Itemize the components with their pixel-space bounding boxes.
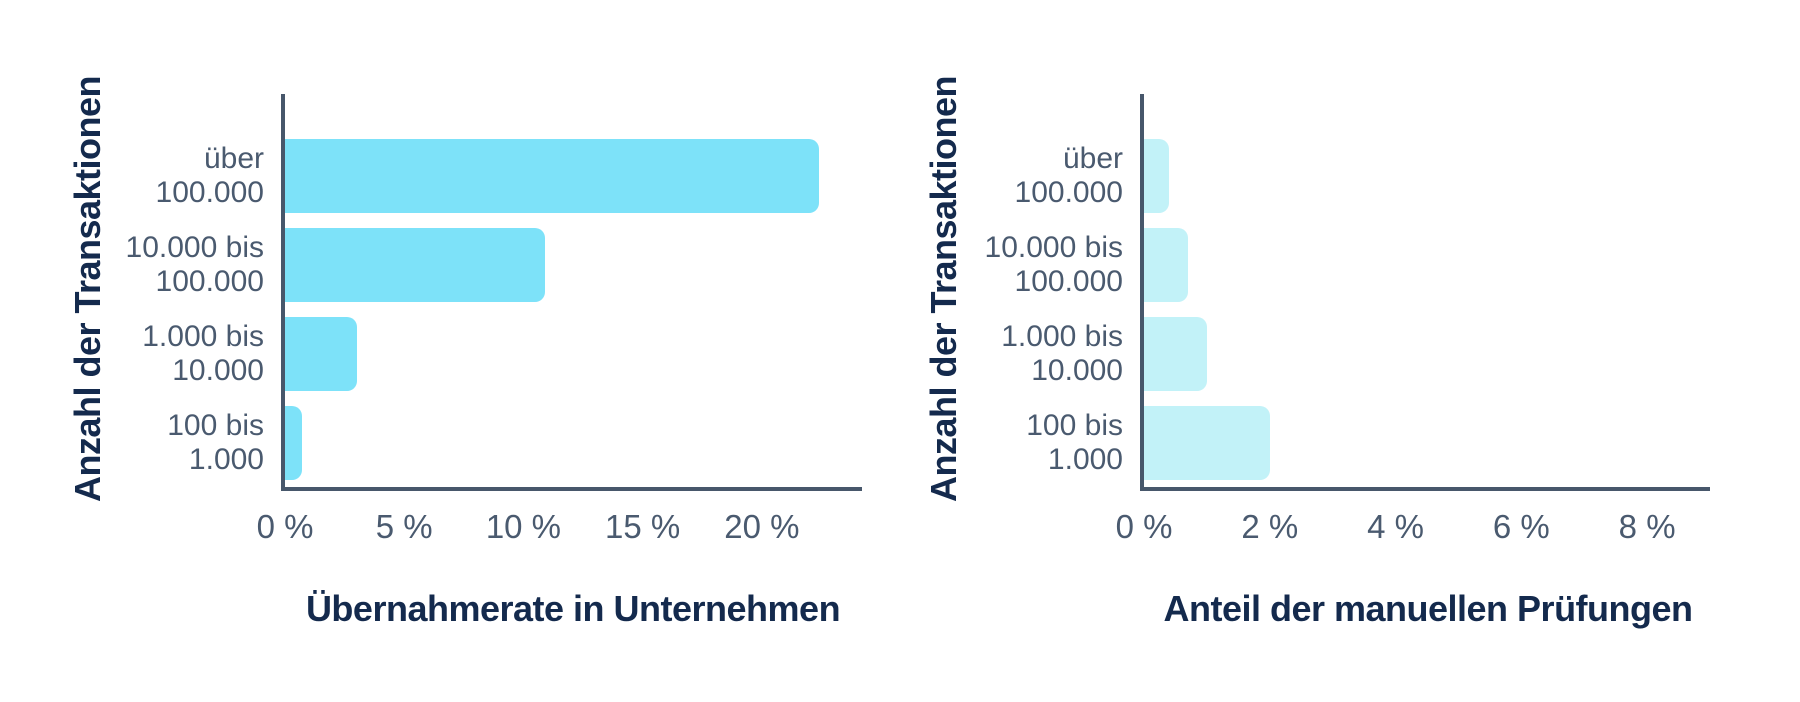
x-axis-title: Anteil der manuellen Prüfungen <box>1163 588 1693 629</box>
category-label-line: 100.000 <box>1014 176 1123 209</box>
category-label-line: 1.000 <box>188 443 264 476</box>
bar-100-bis-1-000 <box>1144 406 1270 480</box>
category-label-line: 10.000 <box>172 354 264 387</box>
x-tick-label: 15 % <box>605 508 681 545</box>
x-tick-label: 4 % <box>1367 508 1424 545</box>
bar--ber-100-000 <box>285 139 820 213</box>
category-label: 1.000 bis 10.000 <box>823 320 1123 388</box>
category-label: 100 bis 1.000 <box>0 409 264 477</box>
bar-1-000-bis-10-000 <box>285 317 357 391</box>
x-tick-label: 5 % <box>375 508 433 545</box>
x-axis-line <box>281 487 862 491</box>
category-label: 10.000 bis 100.000 <box>823 231 1123 299</box>
category-label-line: über <box>1062 142 1123 175</box>
category-label-line: 1.000 <box>1047 443 1123 476</box>
category-label-line: 100 bis <box>167 409 264 442</box>
bar-10-000-bis-100-000 <box>285 228 545 302</box>
x-tick-label: 20 % <box>724 508 800 545</box>
category-label-line: 100.000 <box>155 265 264 298</box>
category-label: über 100.000 <box>823 142 1123 210</box>
category-label-line: 10.000 bis <box>984 231 1123 264</box>
category-label-line: 10.000 bis <box>125 231 264 264</box>
category-label: 100 bis 1.000 <box>823 409 1123 477</box>
x-tick-label: 6 % <box>1492 508 1550 545</box>
y-axis-line <box>281 94 285 491</box>
x-axis-line <box>1140 487 1710 491</box>
category-label-line: 100.000 <box>1014 265 1123 298</box>
x-tick-label: 2 % <box>1241 508 1299 545</box>
bar--ber-100-000 <box>1144 139 1170 213</box>
category-label-line: 100.000 <box>155 176 264 209</box>
category-label: über 100.000 <box>0 142 264 210</box>
category-label-line: 1.000 bis <box>1001 320 1123 353</box>
category-label: 10.000 bis 100.000 <box>0 231 264 299</box>
bar-1-000-bis-10-000 <box>1144 317 1207 391</box>
category-label-line: 1.000 bis <box>142 320 264 353</box>
category-label-line: 10.000 <box>1031 354 1123 387</box>
x-tick-label: 0 % <box>256 508 314 545</box>
category-label-line: 100 bis <box>1026 409 1123 442</box>
bar-100-bis-1-000 <box>285 406 302 480</box>
x-tick-label: 8 % <box>1618 508 1676 545</box>
x-tick-label: 0 % <box>1115 508 1173 545</box>
x-axis-title: Übernahmerate in Unternehmen <box>305 588 841 629</box>
category-label-line: über <box>203 142 264 175</box>
y-axis-line <box>1140 94 1144 491</box>
x-tick-label: 10 % <box>485 508 562 545</box>
bar-10-000-bis-100-000 <box>1144 228 1189 302</box>
category-label: 1.000 bis 10.000 <box>0 320 264 388</box>
